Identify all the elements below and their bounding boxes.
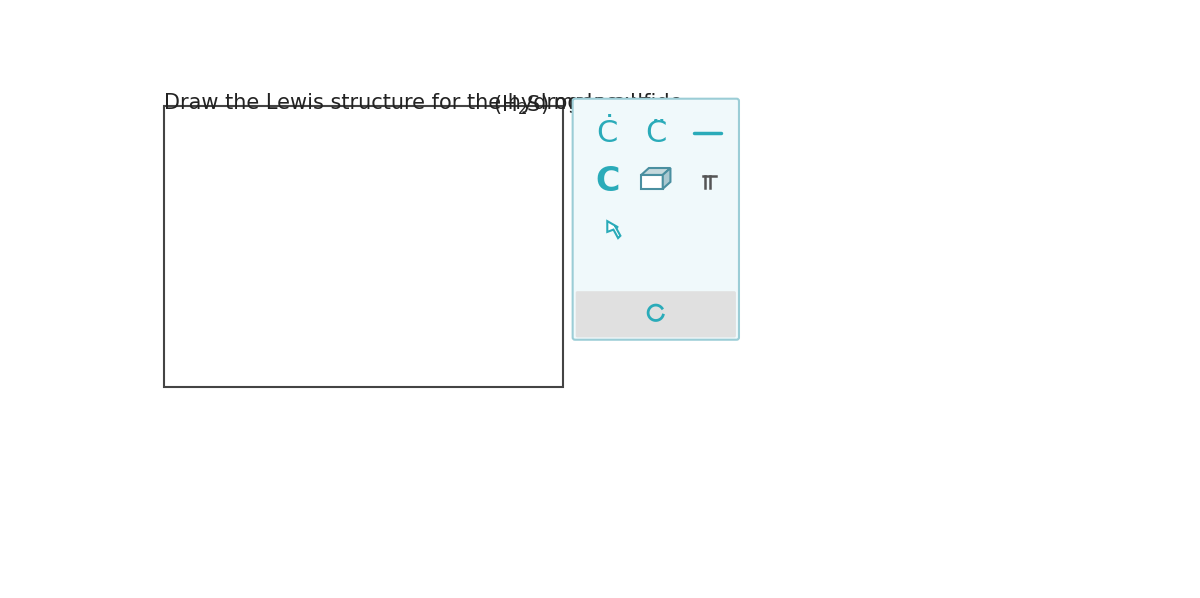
Text: $\left(\mathrm{H_2S}\right)$: $\left(\mathrm{H_2S}\right)$ <box>493 93 548 117</box>
Text: molecule.: molecule. <box>547 93 655 113</box>
Text: ?: ? <box>701 301 714 325</box>
Polygon shape <box>641 175 662 189</box>
Bar <box>163 106 564 388</box>
FancyBboxPatch shape <box>572 99 739 340</box>
FancyBboxPatch shape <box>576 291 736 337</box>
Text: ×: × <box>598 301 617 325</box>
Text: C̈: C̈ <box>646 119 666 148</box>
Polygon shape <box>607 221 620 238</box>
Polygon shape <box>641 168 671 175</box>
Polygon shape <box>662 168 671 189</box>
Text: Draw the Lewis structure for the hydrogen sulfide: Draw the Lewis structure for the hydroge… <box>164 93 689 113</box>
Text: C: C <box>595 166 619 199</box>
Text: Ċ: Ċ <box>596 119 618 148</box>
